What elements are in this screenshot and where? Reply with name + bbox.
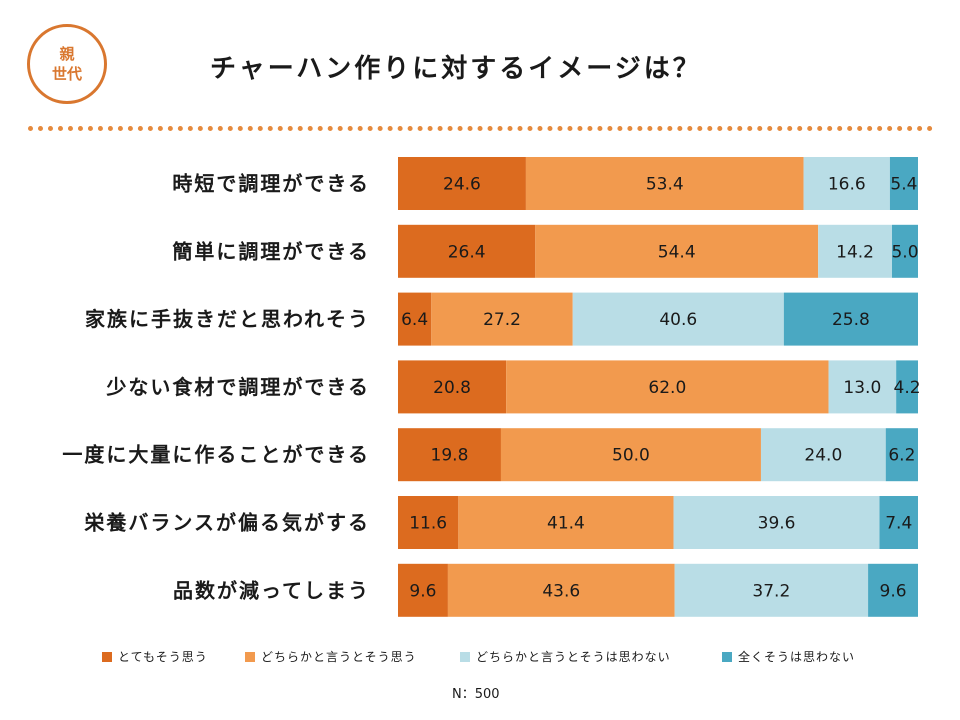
value-label: 37.2 (752, 581, 790, 601)
value-label: 54.4 (658, 242, 696, 262)
category-label: 少ない食材で調理ができる (105, 375, 370, 399)
value-label: 9.6 (880, 581, 907, 601)
value-label: 6.2 (888, 446, 915, 466)
bar-segment (398, 224, 536, 278)
value-label: 6.4 (401, 310, 428, 330)
dotted-divider (28, 126, 933, 131)
bar-segment (828, 360, 897, 414)
value-label: 43.6 (542, 581, 580, 601)
legend-item: 全くそうは思わない (722, 648, 855, 665)
bar-segment (398, 563, 448, 617)
value-label: 5.4 (890, 175, 917, 195)
value-label: 62.0 (648, 378, 686, 398)
bar-segment (889, 157, 918, 210)
value-label: 20.8 (433, 378, 471, 398)
category-label: 家族に手抜きだと思われそう (85, 307, 370, 331)
bar-segment (398, 496, 459, 549)
value-label: 27.2 (483, 310, 521, 330)
value-label: 11.6 (409, 514, 447, 534)
legend-swatch (102, 651, 112, 662)
value-label: 14.2 (836, 242, 874, 262)
legend-label: どちらかと言うとそうは思わない (476, 650, 671, 664)
value-label: 16.6 (828, 175, 866, 195)
bar-segment (879, 496, 918, 549)
category-label: 時短で調理ができる (172, 172, 370, 196)
stacked-bar-chart: 時短で調理ができる 24.6 53.4 16.6 5.4 簡単に調理ができる 26.4 54.… (62, 157, 921, 617)
legend-label: 全くそうは思わない (738, 650, 856, 664)
bar-segment (673, 496, 880, 549)
value-label: 24.6 (443, 175, 481, 195)
value-label: 26.4 (448, 242, 486, 262)
bar-segment (506, 360, 829, 414)
value-label: 40.6 (659, 310, 697, 330)
legend-swatch (460, 651, 470, 662)
value-label: 39.6 (758, 514, 796, 534)
bar-segment (760, 428, 886, 482)
bar-segment (674, 563, 869, 617)
badge-line-1: 親 (59, 45, 75, 63)
bar-segment (431, 292, 573, 346)
category-label: 一度に大量に作ることができる (62, 443, 370, 467)
value-label: 7.4 (885, 514, 912, 534)
value-label: 5.0 (891, 242, 918, 262)
value-label: 50.0 (612, 446, 650, 466)
bar-segment (398, 360, 507, 414)
bar-segment (398, 428, 501, 482)
bar-segment (398, 292, 432, 346)
value-label: 41.4 (547, 514, 585, 534)
legend-item: どちらかと言うとそう思う (245, 648, 417, 665)
chart-legend: とてもそう思う どちらかと言うとそう思う どちらかと言うとそうは思わない 全くそうは思… (0, 648, 960, 668)
bar-segment (572, 292, 784, 346)
value-label: 9.6 (409, 581, 436, 601)
legend-label: とてもそう思う (118, 650, 208, 664)
bar-segment (896, 360, 918, 414)
bar-segment (892, 224, 918, 278)
value-label: 25.8 (832, 310, 870, 330)
bar-segment (885, 428, 918, 482)
value-label: 13.0 (843, 378, 881, 398)
category-label: 簡単に調理ができる (172, 239, 370, 263)
bar-segment (868, 563, 918, 617)
parent-generation-badge: 親 世代 (27, 24, 107, 104)
legend-swatch (722, 651, 732, 662)
bar-segment (398, 157, 526, 210)
badge-line-2: 世代 (51, 65, 82, 83)
bar-segment (525, 157, 804, 210)
category-label: 栄養バランスが偏る気がする (83, 511, 370, 535)
category-label: 品数が減ってしまう (173, 578, 370, 602)
value-label: 4.2 (894, 378, 921, 398)
bar-segment (458, 496, 674, 549)
page-title: チャーハン作りに対するイメージは？ (210, 54, 702, 84)
sample-size-note: N：500 (452, 687, 500, 702)
legend-swatch (245, 651, 255, 662)
legend-label: どちらかと言うとそう思う (261, 650, 417, 664)
value-label: 53.4 (646, 175, 684, 195)
legend-item: とてもそう思う (102, 648, 208, 665)
bar-segment (500, 428, 761, 482)
legend-item: どちらかと言うとそうは思わない (460, 648, 671, 665)
bar-segment (818, 224, 892, 278)
bar-segment (803, 157, 890, 210)
bar-segment (447, 563, 675, 617)
bar-segment (783, 292, 918, 346)
bar-segment (535, 224, 819, 278)
value-label: 19.8 (431, 446, 469, 466)
value-label: 24.0 (804, 446, 842, 466)
